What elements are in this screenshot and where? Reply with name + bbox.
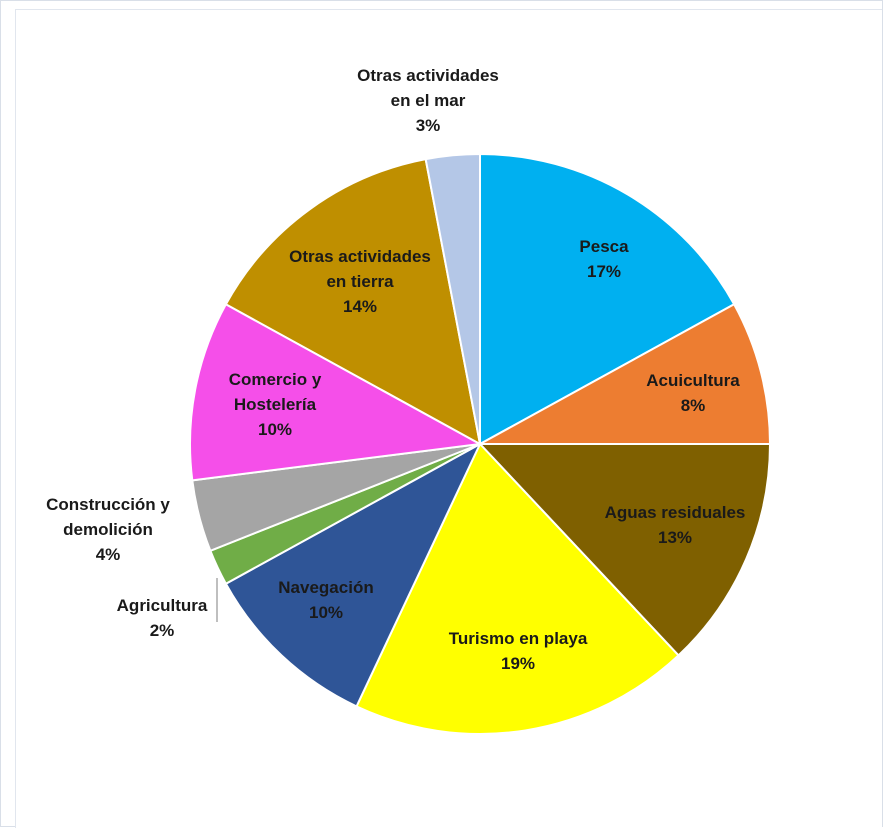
data-label-navegacion: Navegación 10% [278,578,373,622]
data-label-aguas-residuales: Aguas residuales 13% [605,503,746,547]
data-label-pesca: Pesca 17% [579,237,629,281]
pie-slice-acuicultura [479,302,772,445]
data-label-turismo-en-playa: Turismo en playa 19% [449,629,588,673]
pie-slice-comercio-y-hosteleria [189,302,484,482]
pie-slice-turismo-en-playa [355,442,680,735]
pie-slice-otras-actividades-en-el-mar [424,152,481,445]
data-labels: Pesca 17% Acuicultura 8% Aguas residuales 13%… [46,66,745,673]
pie-slices [189,152,772,735]
data-label-acuicultura: Acuicultura 8% [646,371,740,415]
pie-slice-otras-actividades-en-tierra [224,157,482,446]
data-label-otras-actividades-en-tierra: Otras actividades en tierra 14% [289,247,431,316]
pie-slice-pesca [479,152,736,446]
data-label-agricultura: Agricultura 2% [117,596,208,640]
pie-slice-aguas-residuales [477,443,772,657]
data-label-otras-actividades-en-el-mar: Otras actividades en el mar 3% [357,66,499,135]
data-label-construccion-y-demolicion: Construcción y demolición 4% [46,495,170,564]
pie-slice-navegacion [224,441,483,708]
data-label-comercio-y-hosteleria: Comercio y Hostelería 10% [229,370,322,439]
